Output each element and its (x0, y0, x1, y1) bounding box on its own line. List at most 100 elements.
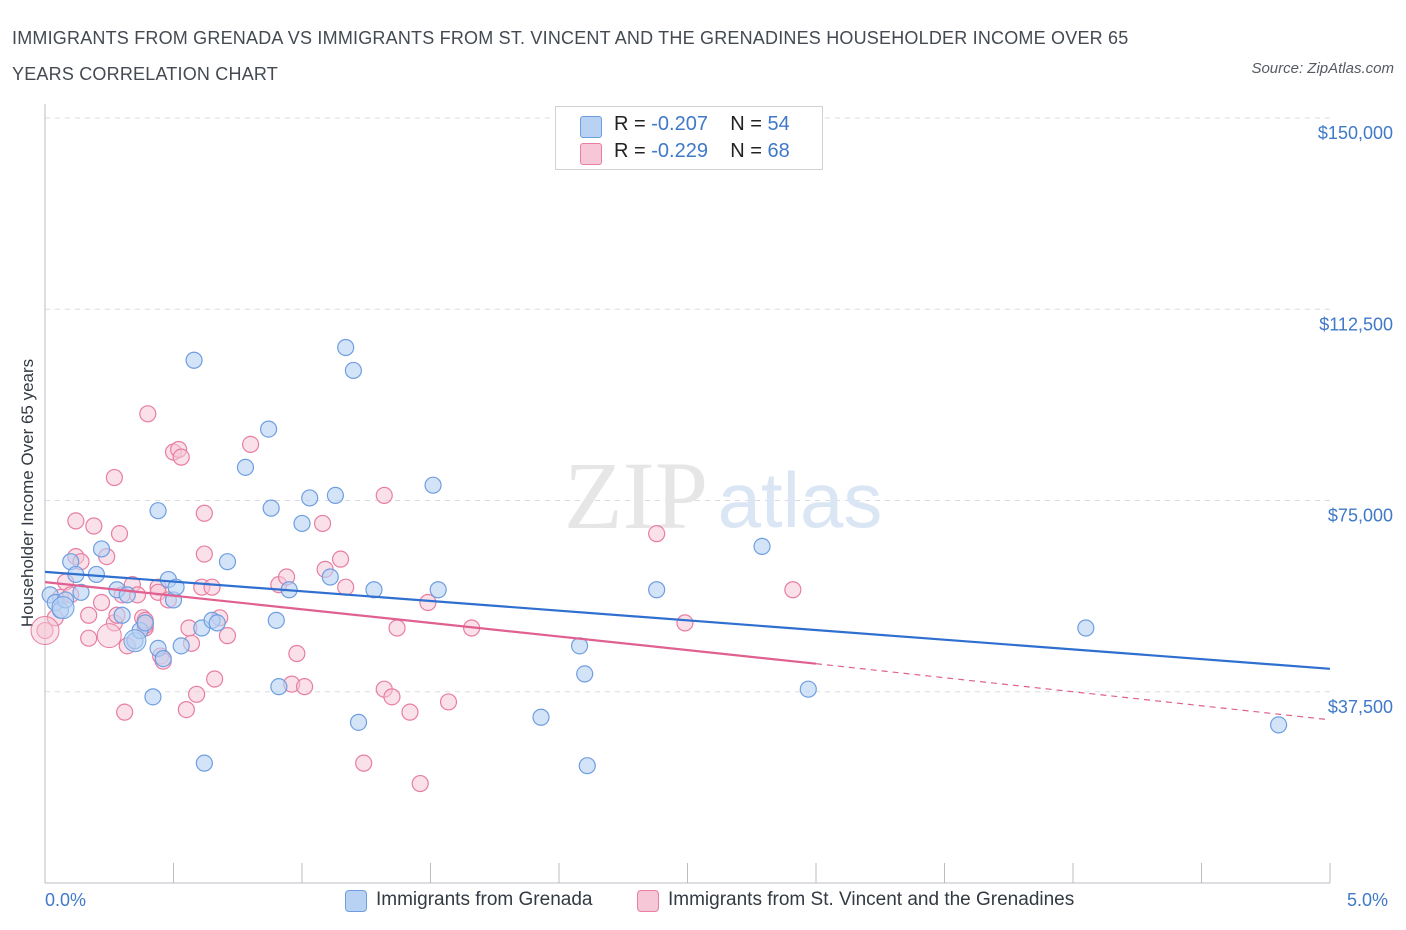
data-point-svg (355, 754, 373, 772)
data-point-grenada (72, 583, 90, 601)
legend-n-label: N = (730, 140, 768, 162)
legend-swatch-blue (580, 116, 602, 138)
trend-line-svg (44, 581, 817, 665)
data-point-grenada (259, 420, 278, 438)
data-point-svg (139, 405, 157, 423)
x-tick-label-max: 5.0% (1347, 890, 1389, 910)
data-point-svg (80, 629, 98, 647)
chart-title: IMMIGRANTS FROM GRENADA VS IMMIGRANTS FR… (12, 28, 1129, 84)
data-point-grenada (236, 458, 255, 476)
source-label: Source: ZipAtlas.com (1251, 60, 1394, 77)
data-point-grenada (154, 649, 172, 668)
data-point-grenada (144, 688, 162, 706)
data-point-grenada (267, 611, 285, 629)
data-point-svg-large (96, 623, 122, 649)
data-point-grenada (293, 514, 311, 533)
data-point-svg (784, 581, 802, 599)
y-tick-label: $37,500 (1328, 697, 1393, 717)
data-point-grenada (208, 614, 226, 632)
data-point-grenada (185, 351, 203, 369)
legend-text: R = -0.229 N = 68 (614, 140, 790, 163)
data-point-grenada (262, 499, 280, 517)
data-point-grenada (92, 540, 111, 558)
watermark: ZIP atlas (564, 442, 882, 549)
data-point-svg (206, 670, 224, 688)
data-point-svg (337, 578, 355, 596)
data-point-svg (203, 578, 221, 596)
data-point-grenada (532, 708, 550, 726)
x-tick-label-min: 0.0% (45, 890, 87, 910)
data-point-svg (388, 619, 406, 637)
legend-n-label: N = (730, 113, 768, 135)
data-point-svg (188, 685, 206, 703)
data-point-grenada (349, 713, 368, 731)
data-point-grenada (337, 338, 355, 357)
trend-line-svg-extrapolated (815, 663, 1331, 721)
watermark-atlas: atlas (718, 456, 883, 544)
data-point-svg (411, 774, 429, 793)
legend-r-label: R = (614, 113, 652, 135)
axes (44, 104, 1331, 884)
data-point-svg (67, 512, 85, 530)
data-point-svg (92, 593, 111, 612)
grid-lines (45, 117, 1330, 693)
data-point-grenada (753, 537, 771, 556)
bottom-legend-swatch-pink (637, 890, 659, 912)
data-point-grenada (429, 581, 447, 599)
data-point-svg (439, 693, 458, 711)
series-blue-points (41, 338, 1288, 775)
bottom-legend-label: Immigrants from St. Vincent and the Gren… (668, 889, 1075, 910)
legend-swatch-pink (580, 143, 602, 165)
data-point-grenada (1077, 619, 1095, 637)
data-point-grenada (576, 665, 594, 683)
data-point-grenada (136, 614, 154, 632)
data-point-svg (110, 525, 129, 543)
legend-n-value: 54 (767, 113, 790, 135)
bottom-legend-swatch-blue (345, 890, 367, 912)
data-point-svg (401, 703, 419, 721)
data-point-svg (218, 627, 237, 645)
data-point-grenada (218, 553, 237, 571)
legend-r-value: -0.229 (651, 140, 708, 162)
data-point-svg (331, 550, 350, 568)
data-point-grenada (648, 581, 666, 599)
trend-line-grenada (44, 570, 1331, 670)
data-point-grenada (172, 637, 190, 655)
data-point-grenada-large (123, 629, 147, 653)
data-point-grenada (321, 568, 339, 586)
data-point-grenada (113, 606, 131, 624)
data-point-grenada (578, 757, 596, 775)
data-point-svg (85, 517, 103, 535)
data-point-svg (313, 514, 332, 533)
data-point-svg-large (30, 616, 60, 646)
data-point-svg (195, 504, 213, 522)
data-point-grenada (149, 502, 167, 520)
data-point-svg (383, 688, 401, 706)
data-point-svg (80, 606, 98, 624)
data-point-grenada-large (51, 596, 75, 620)
y-tick-label: $75,000 (1328, 506, 1393, 526)
data-point-svg (195, 545, 213, 563)
data-point-grenada (799, 680, 817, 698)
data-point-grenada (195, 754, 213, 772)
data-point-svg (295, 678, 314, 696)
data-point-svg (105, 468, 123, 487)
y-tick-labels: $37,500 $75,000 $112,500 $150,000 (1318, 123, 1393, 717)
trend-lines (44, 570, 1331, 721)
watermark-zip: ZIP (564, 442, 708, 549)
data-point-grenada (301, 489, 319, 507)
y-tick-label: $112,500 (1319, 314, 1393, 334)
data-point-grenada (270, 678, 288, 696)
data-point-svg (375, 486, 393, 504)
data-point-grenada (424, 476, 442, 494)
legend-r-value: -0.207 (651, 113, 708, 135)
data-point-svg (172, 448, 190, 466)
data-point-svg (116, 703, 134, 721)
legend-n-value: 68 (767, 140, 790, 162)
data-point-grenada (326, 486, 345, 504)
data-point-svg (676, 614, 694, 632)
data-point-grenada (1269, 716, 1288, 734)
data-point-grenada (344, 361, 362, 380)
legend-r-label: R = (614, 140, 652, 162)
